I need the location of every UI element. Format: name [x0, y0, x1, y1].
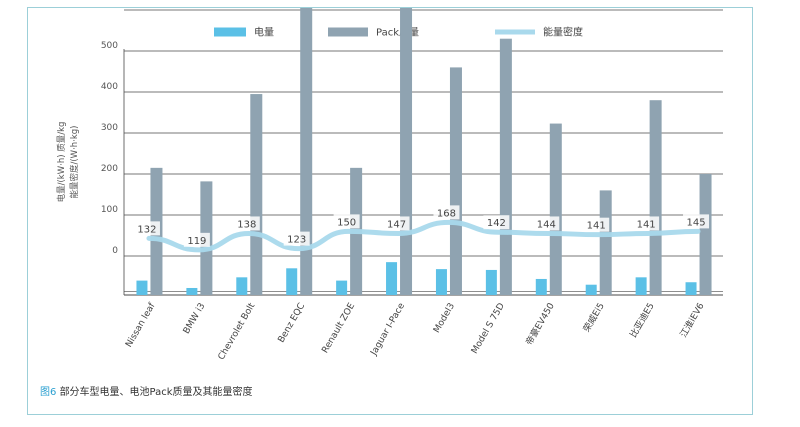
- density-label-11: 145: [686, 217, 705, 228]
- category-label-1: BMW i3: [182, 302, 208, 336]
- bar-energy-4: [336, 280, 348, 295]
- y-tick-0: 0: [112, 246, 118, 256]
- bar-pack-mass-10: [649, 100, 662, 295]
- gridlines: [123, 9, 723, 296]
- bar-pack-mass-3: [300, 8, 313, 295]
- figure-frame: 电量 Pack质量 能量密度 电量/(kW·h) 质量/kg 能量密度/(W·h·kg…: [27, 7, 753, 415]
- density-label-bg-5: [383, 216, 410, 231]
- density-label-5: 147: [387, 219, 406, 230]
- density-label-bg-11: [683, 214, 710, 229]
- bar-pack-mass-7: [499, 38, 512, 295]
- density-label-7: 142: [487, 218, 506, 229]
- density-label-8: 144: [537, 219, 556, 230]
- density-label-1: 119: [187, 236, 206, 247]
- density-label-9: 141: [587, 221, 606, 232]
- legend-label-1: Pack质量: [376, 27, 419, 39]
- bar-energy-6: [435, 269, 447, 295]
- category-label-11: 江淮iEV6: [678, 301, 707, 340]
- density-label-bg-1: [183, 232, 210, 247]
- y-tick-500: 500: [101, 41, 118, 51]
- bar-pack-mass-8: [549, 123, 562, 295]
- bar-pack-mass-6: [449, 67, 462, 296]
- figure-caption: 图6 部分车型电量、电池Pack质量及其能量密度: [40, 383, 253, 398]
- category-label-9: 荣威Ei5: [580, 301, 606, 335]
- legend-swatch-2: [495, 29, 535, 35]
- category-labels: Nissan leaf BMW i3 Chevrolet Bolt Benz EQC R…: [124, 300, 707, 362]
- legend-label-0: 电量: [254, 26, 274, 39]
- category-label-7: Model S 75D: [470, 301, 507, 355]
- category-label-6: Model3: [432, 302, 457, 335]
- y-tick-400: 400: [101, 82, 118, 92]
- legend-swatch-1: [328, 27, 368, 37]
- bar-energy-10: [635, 277, 647, 295]
- y-tick-300: 300: [101, 123, 118, 133]
- bar-energy-9: [585, 284, 597, 295]
- density-label-0: 132: [137, 224, 156, 235]
- category-label-4: Renault ZOE: [320, 301, 357, 355]
- bar-pack-mass-9: [599, 190, 612, 295]
- density-label-2: 138: [237, 219, 256, 230]
- y-tick-100: 100: [101, 205, 118, 215]
- bar-pack-mass-5: [400, 8, 413, 296]
- category-label-8: 帝豪EV450: [523, 300, 557, 347]
- legend-swatch-0: [214, 27, 246, 37]
- density-labels: 132 119 138 123 150 147 168 142 144 141 141 145: [133, 205, 710, 247]
- chart: 电量 Pack质量 能量密度 电量/(kW·h) 质量/kg 能量密度/(W·h·kg…: [56, 8, 723, 362]
- density-label-4: 150: [337, 217, 356, 228]
- category-label-3: Benz EQC: [277, 302, 308, 345]
- density-label-bg-4: [333, 214, 360, 229]
- category-label-2: Chevrolet Bolt: [217, 301, 258, 362]
- density-label-bg-0: [133, 221, 160, 236]
- density-label-bg-9: [583, 217, 610, 232]
- bar-energy-3: [286, 268, 298, 295]
- density-label-10: 141: [637, 219, 656, 230]
- legend-label-2: 能量密度: [543, 26, 583, 39]
- bar-energy-2: [236, 277, 248, 295]
- density-label-bg-10: [633, 216, 660, 231]
- bar-pack-mass-11: [699, 174, 712, 295]
- category-label-0: Nissan leaf: [124, 301, 158, 350]
- density-label-bg-8: [533, 216, 560, 231]
- bar-energy-8: [535, 278, 547, 295]
- density-line: [146, 219, 701, 253]
- figure-title: 部分车型电量、电池Pack质量及其能量密度: [59, 387, 253, 398]
- density-line-path: [146, 219, 701, 253]
- legend: 电量 Pack质量 能量密度: [214, 26, 583, 39]
- y-tick-600: 600: [101, 8, 118, 10]
- density-label-bg-2: [233, 216, 260, 231]
- density-label-bg-6: [433, 205, 460, 220]
- density-label-6: 168: [437, 208, 456, 219]
- y-axis-label: 电量/(kW·h) 质量/kg 能量密度/(W·h·kg): [56, 122, 80, 203]
- bar-energy-5: [386, 262, 398, 295]
- bar-pack-mass-2: [250, 94, 263, 295]
- bar-energy-7: [485, 269, 497, 295]
- y-axis-ticks: 0100200300400500600700: [101, 8, 118, 256]
- bar-energy-0: [136, 280, 148, 295]
- y-axis-label-line-0: 电量/(kW·h) 质量/kg: [56, 122, 67, 203]
- y-tick-200: 200: [101, 164, 118, 174]
- density-label-bg-7: [483, 215, 510, 230]
- bar-energy-1: [186, 287, 198, 295]
- density-label-3: 123: [287, 235, 306, 246]
- figure-number: 图6: [40, 387, 57, 398]
- category-label-10: 比亚迪E5: [627, 301, 657, 340]
- y-axis-label-line-1: 能量密度/(W·h·kg): [69, 125, 80, 198]
- category-label-5: Jaguar I-Pace: [369, 301, 408, 358]
- bar-energy-11: [685, 282, 697, 295]
- density-label-bg-3: [283, 231, 310, 246]
